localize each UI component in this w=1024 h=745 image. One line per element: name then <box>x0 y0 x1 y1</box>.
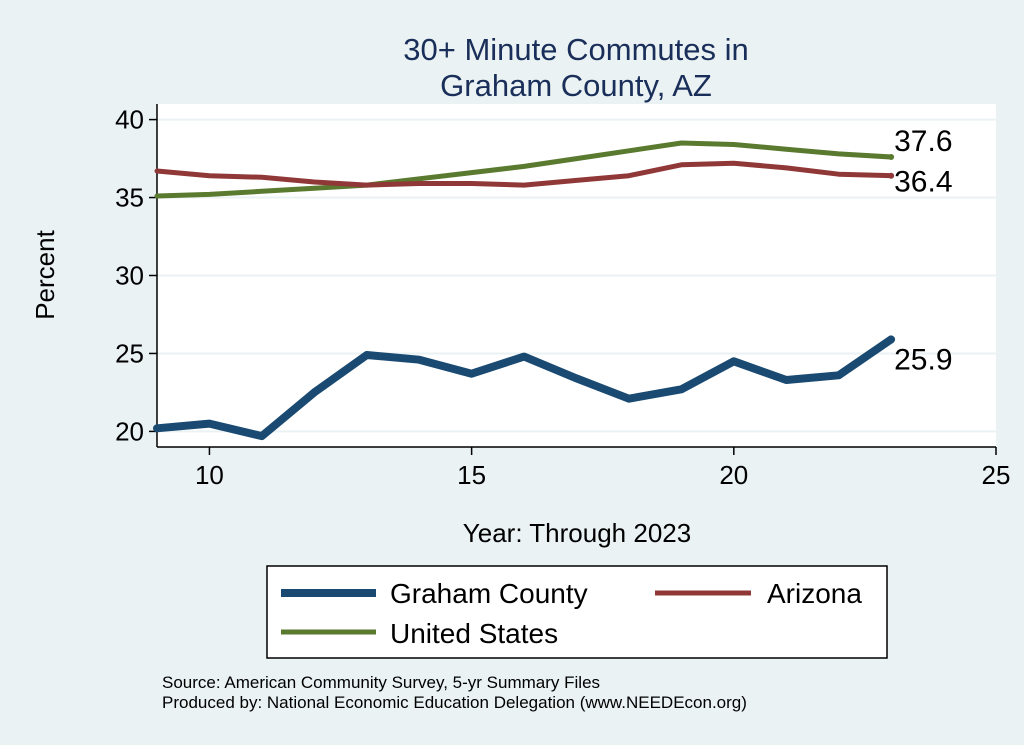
legend-label-united-states: United States <box>390 618 558 649</box>
chart-title-line-2: Graham County, AZ <box>440 68 712 103</box>
end-label-graham-county: 25.9 <box>894 343 952 376</box>
chart-title-line-1: 30+ Minute Commutes in <box>403 32 748 67</box>
x-tick-label-20: 20 <box>719 460 748 490</box>
y-tick-label-30: 30 <box>115 261 144 291</box>
legend-label-arizona: Arizona <box>767 578 862 609</box>
series-layer <box>153 140 896 441</box>
legend-box <box>266 565 888 659</box>
y-tick-label-25: 25 <box>115 338 144 368</box>
series-line-arizona <box>154 160 894 188</box>
source-note: Source: American Community Survey, 5-yr … <box>162 673 600 692</box>
axes: 20 25 30 35 40 10 15 20 25 <box>115 104 1010 490</box>
series-end-point-arizona <box>888 172 895 179</box>
end-labels: 25.9 36.4 37.6 <box>894 125 952 376</box>
grid-lines <box>157 118 996 433</box>
y-tick-label-20: 20 <box>115 416 144 446</box>
series-line-graham-county <box>153 335 896 441</box>
legend: Graham County Arizona United States <box>266 565 888 659</box>
x-axis-label: Year: Through 2023 <box>463 518 691 548</box>
producer-note: Produced by: National Economic Education… <box>162 693 747 712</box>
end-label-united-states: 37.6 <box>894 125 952 158</box>
y-tick-label-40: 40 <box>115 105 144 135</box>
y-axis-label: Percent <box>30 229 60 319</box>
y-tick-label-35: 35 <box>115 183 144 213</box>
series-end-point-united-states <box>888 154 895 161</box>
x-tick-label-15: 15 <box>457 460 486 490</box>
series-line-united-states <box>154 140 894 199</box>
series-end-point-graham-county <box>888 336 895 343</box>
legend-label-graham-county: Graham County <box>390 578 588 609</box>
x-tick-label-10: 10 <box>195 460 224 490</box>
end-label-arizona: 36.4 <box>894 166 952 199</box>
x-tick-label-25: 25 <box>982 460 1011 490</box>
